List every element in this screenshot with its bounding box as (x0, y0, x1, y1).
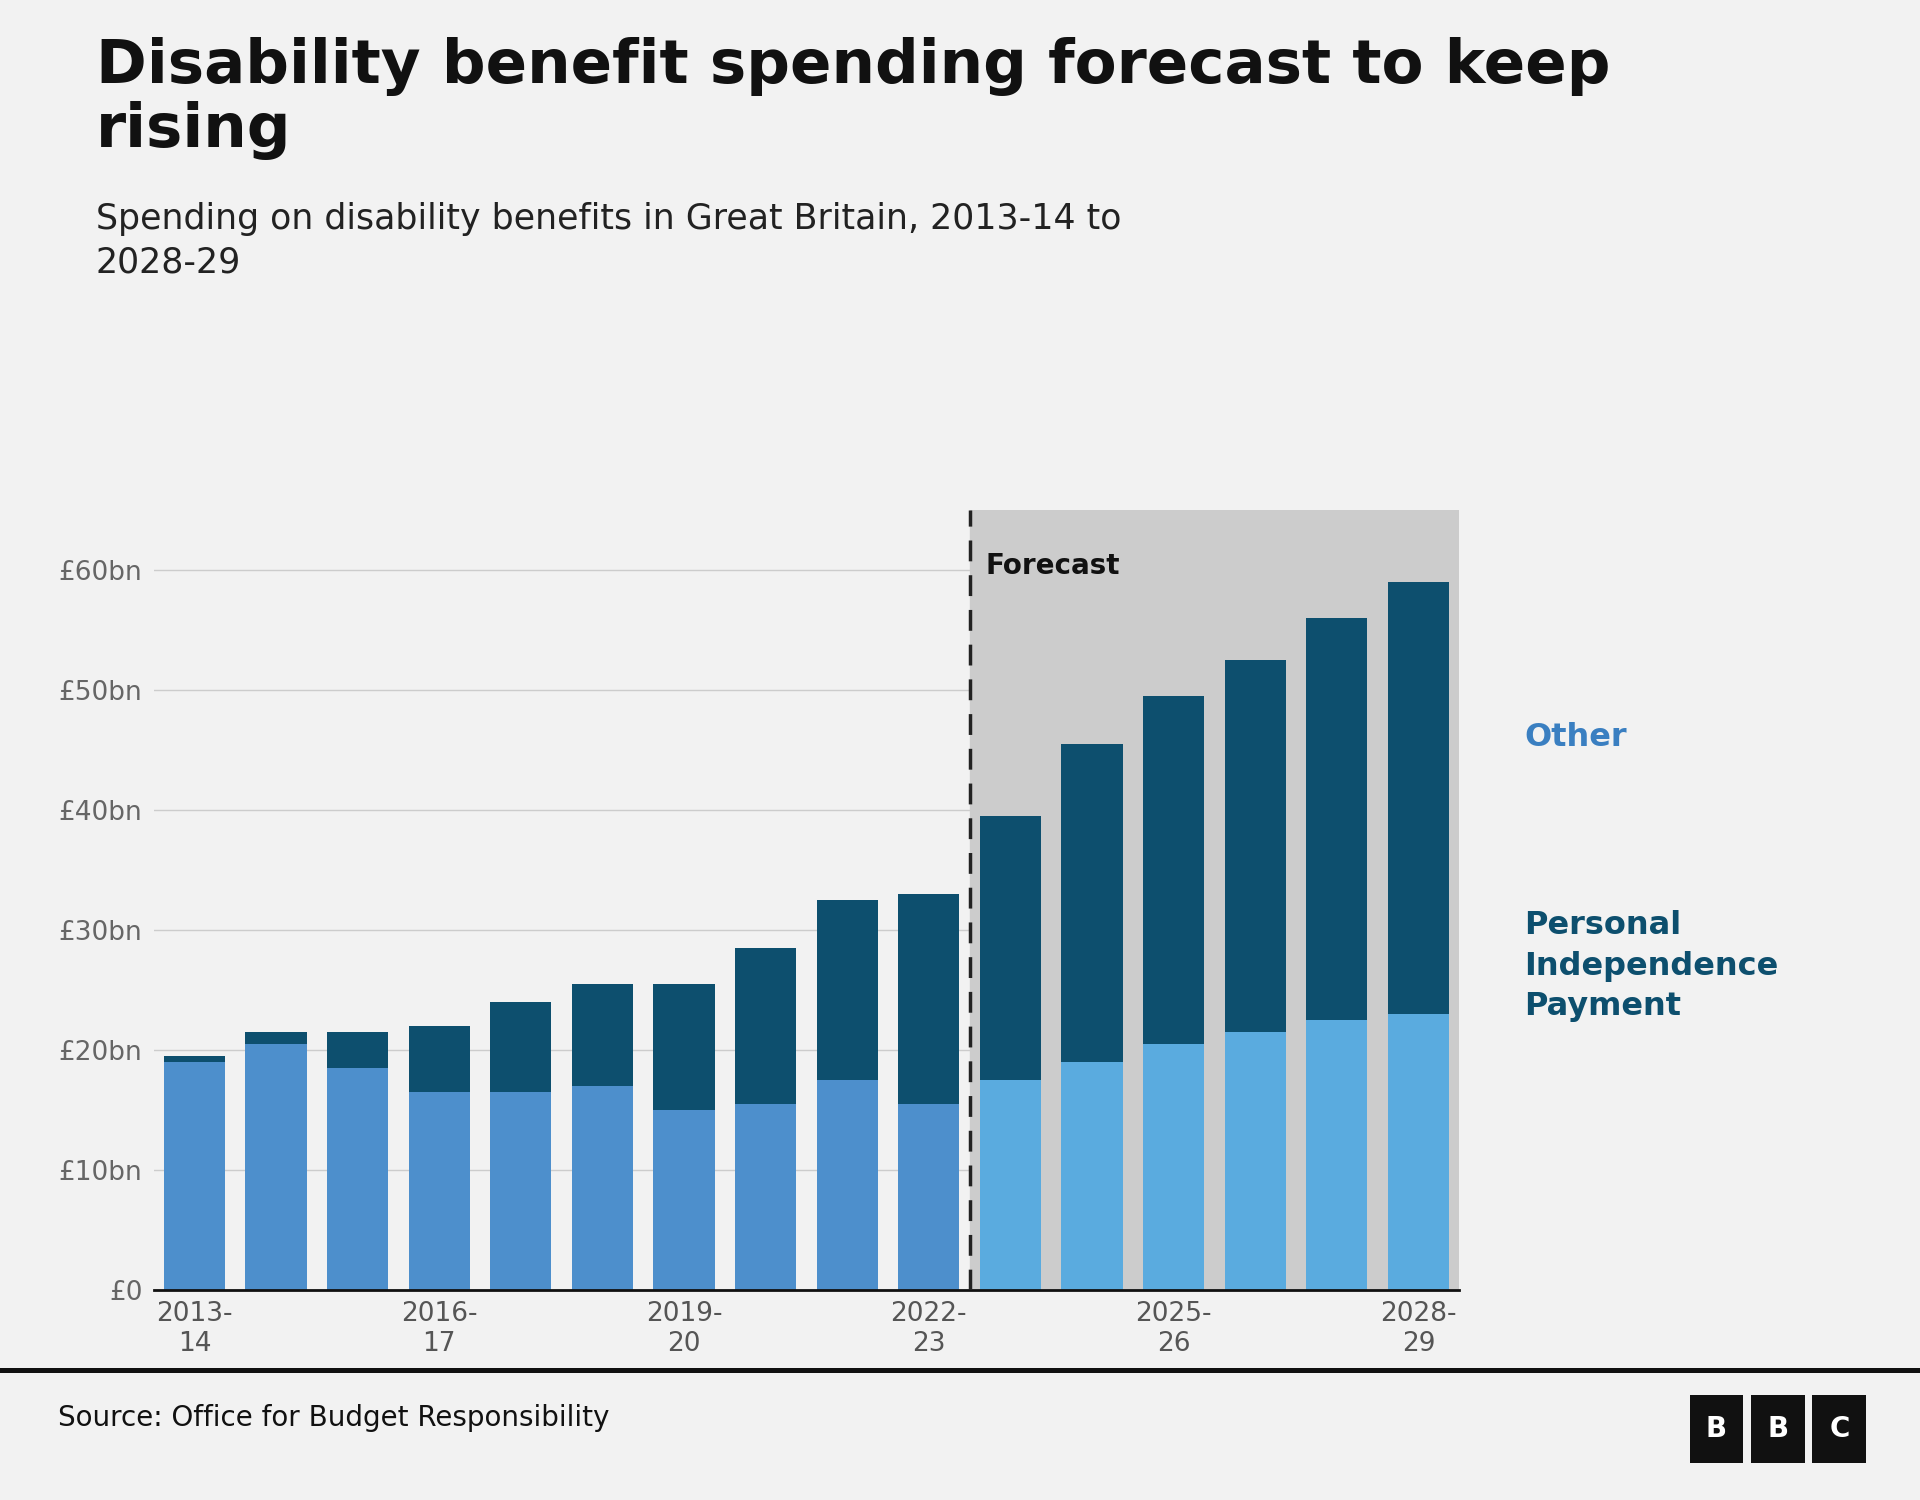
Bar (490, 1092, 551, 1290)
Bar (979, 816, 1041, 1080)
Text: Source: Office for Budget Responsibility: Source: Office for Budget Responsibility (58, 1404, 609, 1431)
Bar (653, 984, 714, 1110)
Bar (735, 1104, 797, 1290)
Bar (1225, 1032, 1286, 1290)
Text: Other: Other (1524, 723, 1626, 753)
Bar (1306, 1020, 1367, 1290)
Text: Personal
Independence
Payment: Personal Independence Payment (1524, 910, 1778, 1022)
Bar (1142, 1044, 1204, 1290)
Bar (1388, 1014, 1450, 1290)
Bar (979, 1080, 1041, 1290)
Bar (1142, 696, 1204, 1044)
Bar (409, 1026, 470, 1092)
Bar (899, 894, 960, 1104)
Text: B: B (1766, 1414, 1789, 1443)
Text: C: C (1830, 1414, 1849, 1443)
Text: Spending on disability benefits in Great Britain, 2013-14 to
2028-29: Spending on disability benefits in Great… (96, 202, 1121, 280)
Text: B: B (1705, 1414, 1728, 1443)
Bar (326, 1032, 388, 1068)
Bar (572, 984, 634, 1086)
Bar (1062, 744, 1123, 1062)
Bar (163, 1056, 225, 1062)
Bar (1388, 582, 1450, 1014)
Bar (409, 1092, 470, 1290)
Bar (1062, 1062, 1123, 1290)
Bar (163, 1062, 225, 1290)
Bar (816, 1080, 877, 1290)
Bar (1225, 660, 1286, 1032)
Text: Disability benefit spending forecast to keep
rising: Disability benefit spending forecast to … (96, 38, 1611, 160)
Bar (246, 1044, 307, 1290)
Text: Forecast: Forecast (987, 552, 1121, 580)
Bar (899, 1104, 960, 1290)
Bar (246, 1032, 307, 1044)
Bar (970, 510, 1459, 1290)
Bar (816, 900, 877, 1080)
Bar (735, 948, 797, 1104)
Bar (653, 1110, 714, 1290)
Bar (572, 1086, 634, 1290)
Bar (1306, 618, 1367, 1020)
Bar (490, 1002, 551, 1092)
Bar (326, 1068, 388, 1290)
